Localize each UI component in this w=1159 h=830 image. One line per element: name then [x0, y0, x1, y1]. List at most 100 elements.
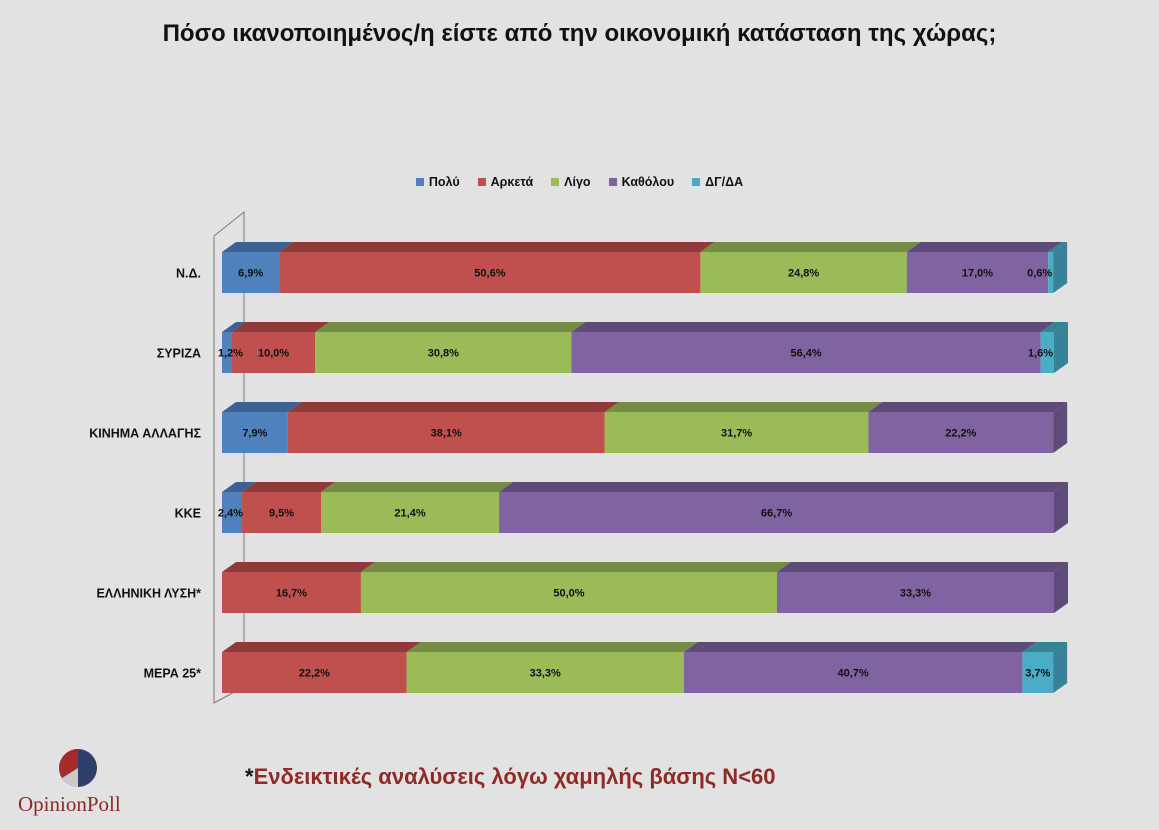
bar-top-5 [1022, 642, 1068, 652]
data-label: 7,9% [242, 428, 267, 440]
opinionpoll-logo-icon [59, 749, 97, 787]
data-label: 50,6% [474, 268, 505, 280]
data-label: 9,5% [269, 508, 294, 520]
data-label: 6,9% [238, 268, 263, 280]
legend-item-4: Καθόλου [608, 175, 675, 189]
data-label: 24,8% [788, 268, 819, 280]
bar-side [1054, 562, 1068, 613]
bar-top-2 [222, 562, 375, 572]
data-label: 30,8% [428, 348, 459, 360]
legend-swatch [608, 178, 617, 186]
bar-segment-2 [279, 252, 701, 293]
bar-top-4 [499, 482, 1068, 492]
bar-top-3 [700, 242, 921, 252]
legend-item-3: Λίγο [551, 175, 591, 189]
data-label: 22,2% [299, 668, 330, 680]
data-label: 2,4% [218, 508, 243, 520]
data-label: 0,6% [1027, 268, 1052, 280]
bar-segment-5 [1022, 652, 1054, 693]
bar-top-4 [906, 242, 1063, 252]
bar-top-1 [222, 482, 256, 492]
bar-segment-2 [222, 572, 361, 613]
legend-swatch [551, 178, 560, 186]
data-label: 17,0% [962, 268, 993, 280]
bar-segment-2 [222, 652, 407, 693]
data-label: 31,7% [721, 428, 752, 440]
bar-segment-2 [241, 492, 322, 533]
footnote-star: * [245, 764, 254, 789]
legend-swatch [692, 178, 701, 186]
bar-side [1053, 642, 1068, 693]
legend-item-2: Αρκετά [477, 175, 534, 189]
bar-segment-3 [604, 412, 869, 453]
bar-side [1053, 402, 1068, 453]
footnote: *Ενδεικτικές αναλύσεις λόγω χαμηλής βάση… [245, 764, 776, 790]
legend-label: Πολύ [428, 175, 460, 189]
bar-top-2 [222, 642, 421, 652]
legend-swatch [477, 178, 486, 186]
data-label: 22,2% [945, 428, 976, 440]
data-label: 10,0% [258, 348, 289, 360]
footnote-text: Ενδεικτικές αναλύσεις λόγω χαμηλής βάσης… [253, 764, 776, 789]
category-label: ΜΕΡΑ 25* [144, 667, 202, 681]
bar-top-4 [571, 322, 1055, 332]
data-label: 21,4% [394, 508, 425, 520]
data-label: 66,7% [761, 508, 792, 520]
bar-segment-1 [222, 412, 288, 453]
bar-top-2 [287, 402, 619, 412]
bar-top-1 [222, 402, 302, 412]
bar-top-4 [868, 402, 1068, 412]
bar-side [1054, 482, 1068, 533]
bar-side [1054, 322, 1068, 373]
data-label: 1,6% [1028, 348, 1053, 360]
category-label: Ν.Δ. [176, 267, 201, 281]
data-label: 16,7% [276, 588, 307, 600]
legend-item-5: ΔΓ/ΔΑ [692, 175, 743, 189]
logo-text: OpinionPoll [18, 792, 121, 816]
bar-top-5 [1040, 322, 1068, 332]
bar-segment-3 [321, 492, 500, 533]
bar-top-1 [222, 242, 294, 252]
bar-segment-1 [222, 252, 280, 293]
bar-top-3 [321, 482, 514, 492]
category-label: ΕΛΛΗΝΙΚΗ ΛΥΣΗ* [96, 587, 201, 601]
bar-segment-1 [222, 492, 242, 533]
bar-side [1053, 242, 1068, 293]
legend-label: ΔΓ/ΔΑ [705, 175, 744, 189]
legend-label: Αρκετά [490, 175, 534, 189]
bar-top-3 [604, 402, 883, 412]
bar-top-3 [360, 562, 791, 572]
legend-label: Καθόλου [621, 175, 675, 189]
data-label: 3,7% [1025, 668, 1050, 680]
bar-segment-3 [406, 652, 684, 693]
bar-top-2 [279, 242, 715, 252]
legend-swatch [415, 178, 424, 186]
bar-top-5 [1048, 242, 1068, 252]
bar-segment-3 [360, 572, 777, 613]
bar-top-4 [683, 642, 1037, 652]
bar-top-3 [406, 642, 698, 652]
data-label: 33,3% [530, 668, 561, 680]
category-label: ΣΥΡΙΖΑ [157, 347, 201, 361]
bar-segment-1 [222, 332, 232, 373]
legend-item-1: Πολύ [415, 175, 460, 189]
bar-segment-2 [231, 332, 316, 373]
data-label: 50,0% [553, 588, 584, 600]
bar-segment-4 [499, 492, 1054, 533]
bar-segment-4 [868, 412, 1054, 453]
bar-segment-3 [700, 252, 907, 293]
bar-segment-4 [683, 652, 1023, 693]
category-label: ΚΚΕ [175, 507, 201, 521]
chart-plot: Ν.Δ. 6,9% 50,6% 24,8% 17,0% 0,6% ΣΥΡΙΖΑ 1,2% 10,… [89, 210, 1068, 704]
bar-segment-3 [315, 332, 572, 373]
category-label: ΚΙΝΗΜΑ ΑΛΛΑΓΗΣ [89, 427, 201, 441]
data-label: 40,7% [837, 668, 868, 680]
bar-segment-4 [571, 332, 1041, 373]
chart-title: Πόσο ικανοποιημένος/η είστε από την οικο… [162, 20, 997, 47]
bar-segment-5 [1048, 252, 1054, 293]
bar-top-4 [776, 562, 1068, 572]
bar-segment-4 [906, 252, 1049, 293]
chart-legend: Πολύ Αρκετά Λίγο Καθόλου ΔΓ/ΔΑ [0, 175, 1159, 189]
legend-label: Λίγο [564, 175, 591, 189]
data-label: 38,1% [431, 428, 462, 440]
